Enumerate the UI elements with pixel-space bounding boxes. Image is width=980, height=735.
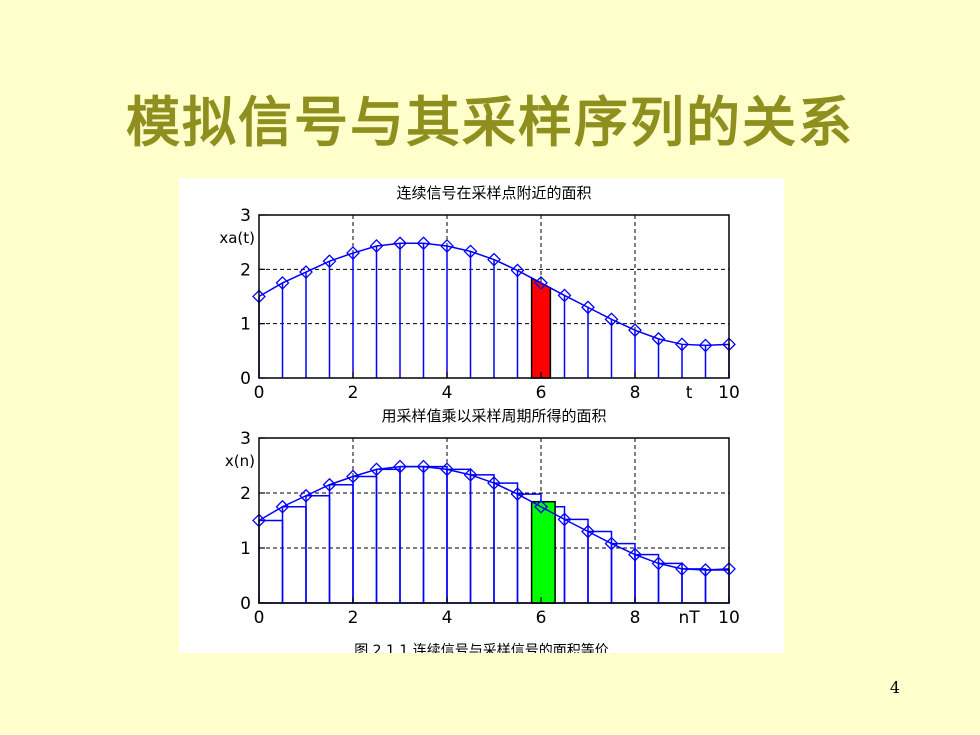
x-tick-label: 4 bbox=[442, 608, 453, 628]
chart-title: 连续信号在采样点附近的面积 bbox=[396, 184, 591, 202]
data-point bbox=[322, 254, 337, 269]
plot-bottom: 用采样值乘以采样周期所得的面积 0 1 2 3 0 2 4 6 8 10 x(n) nT bbox=[225, 407, 740, 628]
data-point bbox=[651, 556, 666, 571]
data-point bbox=[463, 467, 478, 482]
x-tick-label: 8 bbox=[630, 608, 641, 628]
x-axis-label: nT bbox=[678, 608, 700, 628]
step-bar bbox=[657, 562, 683, 604]
x-tick-label: 2 bbox=[348, 608, 359, 628]
data-point bbox=[346, 469, 360, 484]
y-tick-label: 3 bbox=[240, 206, 251, 226]
data-point bbox=[299, 488, 313, 503]
data-point bbox=[416, 236, 431, 251]
step-bar bbox=[681, 568, 707, 604]
highlight-area bbox=[530, 500, 556, 604]
data-point bbox=[604, 312, 619, 327]
data-point bbox=[604, 536, 619, 551]
x-tick-label: 2 bbox=[348, 383, 359, 403]
data-point bbox=[393, 459, 407, 474]
data-point bbox=[628, 323, 642, 338]
data-point bbox=[275, 275, 290, 290]
data-point bbox=[675, 337, 689, 352]
step-bar bbox=[422, 465, 448, 604]
x-tick-label: 0 bbox=[254, 383, 265, 403]
data-point bbox=[487, 252, 501, 267]
y-tick-label: 0 bbox=[240, 369, 251, 389]
y-tick-label: 0 bbox=[240, 594, 251, 614]
step-bar bbox=[258, 519, 284, 604]
data-point bbox=[275, 499, 290, 514]
axes-box bbox=[258, 437, 730, 604]
data-point bbox=[440, 239, 454, 253]
data-point bbox=[581, 524, 595, 539]
y-tick-label: 1 bbox=[240, 539, 251, 559]
data-point bbox=[557, 288, 572, 303]
y-axis-label: xa(t) bbox=[219, 229, 255, 247]
series-line bbox=[258, 465, 730, 571]
x-tick-label: 10 bbox=[718, 608, 740, 628]
data-point bbox=[487, 476, 501, 491]
highlight-area bbox=[530, 276, 552, 379]
data-point bbox=[393, 236, 407, 251]
step-bar bbox=[399, 465, 425, 604]
y-tick-label: 2 bbox=[240, 484, 251, 504]
step-bar bbox=[446, 468, 472, 604]
data-point bbox=[510, 263, 525, 278]
data-point bbox=[299, 265, 313, 279]
step-bar bbox=[704, 569, 730, 604]
y-tick-label: 2 bbox=[240, 260, 251, 280]
page-number: 4 bbox=[889, 678, 901, 697]
data-point bbox=[346, 246, 360, 260]
data-point bbox=[675, 561, 689, 576]
data-point bbox=[322, 477, 337, 492]
data-point bbox=[651, 331, 666, 346]
figure-caption: 图 2.1.1 连续信号与采样信号的面积等价 bbox=[354, 643, 609, 653]
axes-box bbox=[258, 214, 730, 379]
slide-title: 模拟信号与其采样序列的关系 bbox=[126, 90, 854, 154]
step-bar bbox=[375, 468, 401, 604]
data-point bbox=[463, 244, 478, 259]
y-tick-label: 1 bbox=[240, 315, 251, 335]
data-point bbox=[416, 459, 431, 474]
data-point bbox=[369, 462, 384, 477]
x-tick-label: 8 bbox=[630, 383, 641, 403]
step-bar bbox=[469, 474, 495, 604]
step-bar bbox=[563, 518, 589, 604]
step-bar bbox=[493, 482, 519, 604]
data-point bbox=[698, 563, 713, 577]
x-axis-label: t bbox=[686, 383, 693, 403]
x-tick-label: 6 bbox=[536, 608, 547, 628]
data-point bbox=[628, 547, 642, 562]
step-bar bbox=[305, 495, 331, 604]
step-bar bbox=[281, 506, 307, 604]
x-tick-label: 4 bbox=[442, 383, 453, 403]
x-tick-label: 10 bbox=[718, 383, 740, 403]
step-bar bbox=[352, 475, 378, 604]
data-point bbox=[369, 239, 384, 253]
x-tick-label: 6 bbox=[536, 383, 547, 403]
x-tick-label: 0 bbox=[254, 608, 265, 628]
data-point bbox=[698, 338, 713, 353]
plot-top: 连续信号在采样点附近的面积 0 1 2 3 0 2 4 6 8 10 xa(t) t bbox=[219, 184, 739, 403]
y-tick-label: 3 bbox=[240, 429, 251, 449]
data-point bbox=[581, 300, 595, 315]
data-point bbox=[440, 462, 454, 477]
data-point bbox=[510, 487, 525, 502]
data-point bbox=[534, 499, 548, 514]
step-bar bbox=[328, 484, 354, 604]
figure: 连续信号在采样点附近的面积 0 1 2 3 0 2 4 6 8 10 xa(t) t 用采样值乘以采样周… bbox=[179, 178, 784, 653]
series-line bbox=[258, 242, 730, 347]
data-point bbox=[534, 275, 548, 290]
data-point bbox=[557, 512, 572, 527]
y-axis-label: x(n) bbox=[225, 452, 255, 470]
chart-title: 用采样值乘以采样周期所得的面积 bbox=[381, 407, 606, 425]
